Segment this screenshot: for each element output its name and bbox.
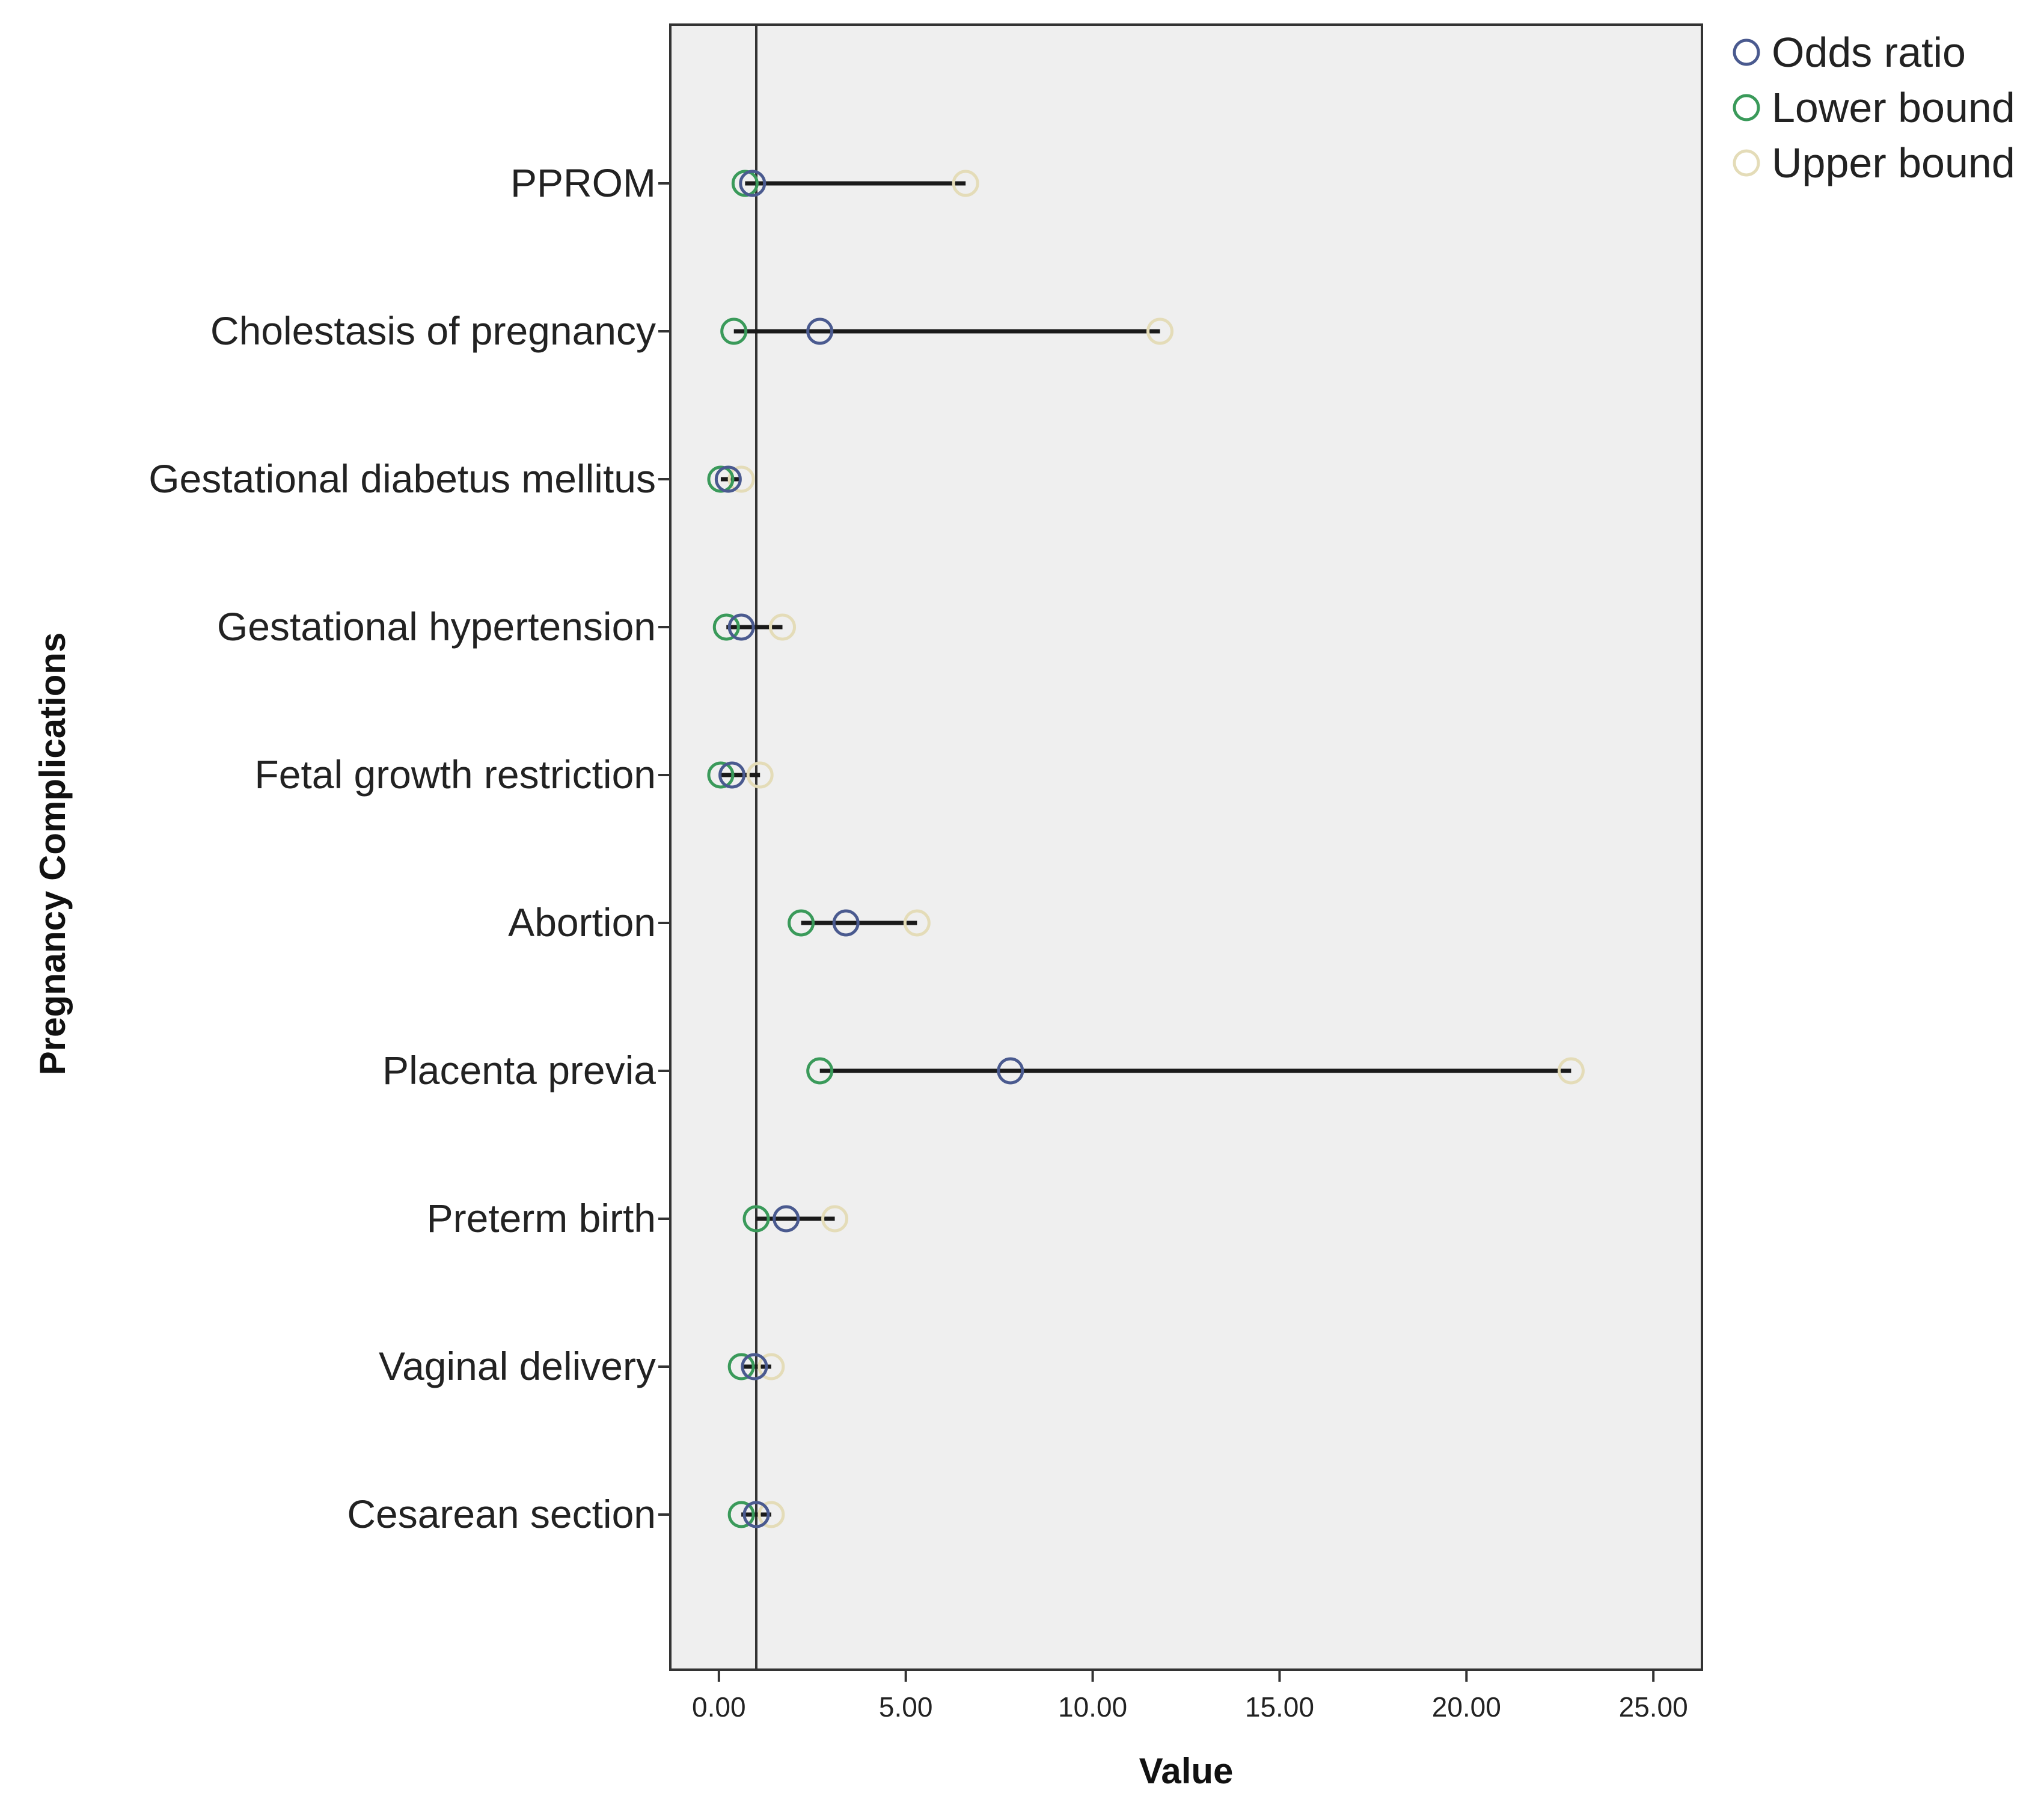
odds-ratio-marker: [832, 909, 860, 937]
x-tick-label: 25.00: [1619, 1691, 1688, 1723]
lower-bound-marker: [806, 1057, 834, 1085]
upper-bound-marker: [952, 170, 979, 197]
lower-bound-marker: [727, 1501, 755, 1528]
category-label: Cholestasis of pregnancy: [210, 308, 656, 353]
category-label: Abortion: [508, 900, 656, 945]
legend-lower-bound-label: Lower bound: [1772, 84, 2015, 131]
category-label: Preterm birth: [427, 1196, 656, 1240]
odds-ratio-marker: [773, 1205, 800, 1233]
upper-bound-marker: [903, 909, 931, 937]
odds-ratio-marker: [742, 1501, 770, 1528]
upper-bound-marker: [1557, 1057, 1585, 1085]
plot-area: [669, 23, 1703, 1671]
lower-bound-marker: [707, 761, 735, 789]
odds-ratio-marker: [997, 1057, 1024, 1085]
x-tick-label: 20.00: [1432, 1691, 1501, 1723]
upper-bound-marker: [769, 613, 797, 641]
category-label: Cesarean section: [347, 1492, 656, 1536]
x-tick-label: 15.00: [1245, 1691, 1314, 1723]
x-tick-label: 5.00: [879, 1691, 933, 1723]
lower-bound-marker: [712, 613, 740, 641]
x-axis-title: Value: [1139, 1751, 1234, 1791]
upper-bound-marker: [746, 761, 774, 789]
odds-ratio-marker: [806, 317, 834, 345]
upper-bound-marker: [727, 465, 755, 493]
x-tick-label: 10.00: [1058, 1691, 1127, 1723]
lower-bound-marker: [707, 465, 735, 493]
upper-bound-marker: [757, 1353, 785, 1380]
lower-bound-marker: [720, 317, 748, 345]
category-label: PPROM: [510, 161, 656, 205]
category-label: Placenta previa: [382, 1048, 656, 1092]
category-label: Fetal growth restriction: [254, 752, 656, 797]
category-label: Gestational diabetus mellitus: [148, 456, 656, 501]
legend-upper-bound-label: Upper bound: [1772, 139, 2015, 186]
lower-bound-marker: [727, 1353, 755, 1380]
category-label: Vaginal delivery: [379, 1344, 656, 1388]
odds-ratio-marker: [727, 613, 755, 641]
legend-odds-ratio-label: Odds ratio: [1772, 29, 1966, 76]
lower-bound-marker: [742, 1205, 770, 1233]
odds-ratio-marker: [741, 1353, 768, 1380]
x-tick-label: 0.00: [692, 1691, 746, 1723]
odds-ratio-marker: [718, 761, 746, 789]
y-axis-title: Pregnancy Complications: [32, 633, 73, 1076]
upper-bound-marker: [821, 1205, 849, 1233]
category-label: Gestational hypertension: [217, 604, 656, 649]
legend-odds-ratio-marker: [1733, 38, 1760, 66]
lower-bound-marker: [731, 170, 759, 197]
odds-ratio-marker: [739, 170, 767, 197]
upper-bound-marker: [757, 1501, 785, 1528]
legend-lower-bound-marker: [1733, 94, 1760, 121]
lower-bound-marker: [788, 909, 815, 937]
legend-upper-bound-marker: [1733, 149, 1760, 177]
odds-ratio-marker: [714, 465, 742, 493]
upper-bound-marker: [1146, 317, 1174, 345]
